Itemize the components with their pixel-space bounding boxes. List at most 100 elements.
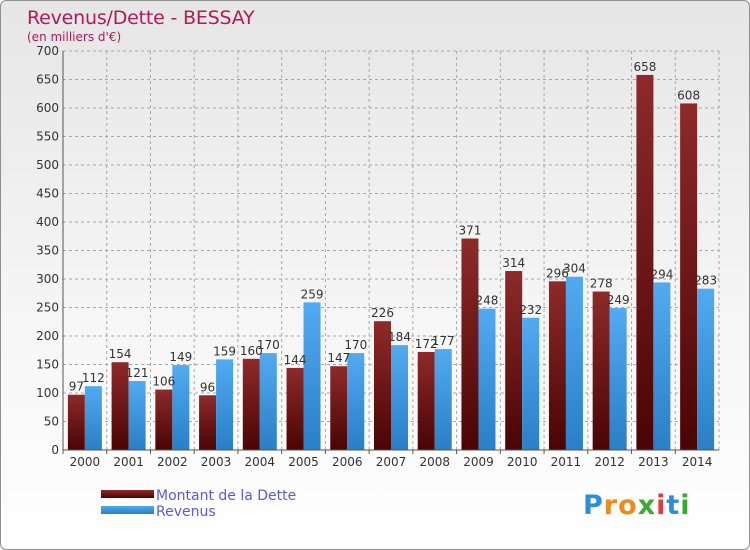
data-label-revenue-2008: 177 (432, 334, 455, 348)
x-tick-label: 2003 (201, 455, 232, 469)
data-label-revenue-2005: 259 (301, 287, 324, 301)
bar-revenue-2003 (216, 359, 234, 450)
bar-revenue-2014 (697, 288, 715, 450)
bar-revenue-2008 (434, 349, 452, 450)
data-label-debt-2004: 160 (240, 344, 263, 358)
bar-revenue-2006 (347, 353, 365, 450)
data-label-revenue-2002: 149 (169, 350, 192, 364)
data-label-revenue-2004: 170 (257, 338, 280, 352)
logo-letter: P (583, 490, 604, 521)
chart-title: Revenus/Dette - BESSAY (27, 7, 255, 29)
x-tick-label: 2002 (157, 455, 188, 469)
data-label-debt-2005: 144 (284, 353, 307, 367)
x-tick-label: 2006 (332, 455, 363, 469)
bar-revenue-2007 (391, 345, 408, 450)
bar-revenue-2000 (84, 386, 102, 450)
bar-revenue-2010 (522, 317, 540, 450)
data-label-revenue-2001: 121 (126, 366, 149, 380)
bar-debt-2013 (636, 74, 654, 450)
legend-label-debt: Montant de la Dette (156, 488, 297, 504)
data-label-debt-2000: 97 (69, 380, 84, 394)
data-label-debt-2013: 658 (633, 60, 656, 74)
data-label-revenue-2014: 283 (694, 274, 717, 288)
x-tick-label: 2007 (376, 455, 407, 469)
bar-revenue-2009 (478, 308, 496, 450)
y-tick-label: 0 (51, 443, 59, 457)
x-tick-label: 2009 (463, 455, 494, 469)
y-tick-label: 650 (36, 73, 59, 87)
data-label-revenue-2000: 112 (82, 371, 105, 385)
data-label-revenue-2011: 304 (563, 262, 586, 276)
bar-debt-2009 (461, 238, 479, 450)
y-tick-label: 500 (36, 158, 59, 172)
y-tick-label: 550 (36, 130, 59, 144)
y-tick-label: 250 (36, 301, 59, 315)
data-label-debt-2010: 314 (502, 256, 525, 270)
bar-debt-2014 (680, 103, 698, 450)
bar-revenue-2002 (172, 365, 190, 450)
data-label-revenue-2013: 294 (650, 267, 673, 281)
y-tick-label: 350 (36, 244, 59, 258)
logo-letter: t (666, 490, 681, 521)
data-label-debt-2009: 371 (459, 224, 482, 238)
legend-swatch-debt (101, 490, 154, 498)
bar-revenue-2001 (128, 381, 146, 450)
bar-revenue-2011 (565, 276, 583, 450)
data-label-debt-2008: 172 (415, 337, 438, 351)
data-label-debt-2001: 154 (109, 347, 132, 361)
y-tick-label: 50 (44, 415, 59, 429)
data-label-revenue-2010: 232 (519, 303, 542, 317)
x-tick-label: 2013 (638, 455, 669, 469)
y-tick-label: 300 (36, 272, 59, 286)
x-tick-label: 2010 (507, 455, 538, 469)
data-label-debt-2007: 226 (371, 306, 394, 320)
y-tick-label: 450 (36, 187, 59, 201)
bar-revenue-2012 (609, 308, 627, 450)
legend-swatch-revenue (101, 506, 154, 514)
bar-debt-2008 (417, 351, 435, 450)
bar-debt-2007 (374, 321, 391, 450)
x-tick-label: 2001 (113, 455, 144, 469)
x-tick-label: 2008 (419, 455, 450, 469)
x-tick-label: 2005 (288, 455, 319, 469)
bar-debt-2011 (548, 281, 566, 450)
x-tick-label: 2004 (245, 455, 276, 469)
data-label-revenue-2007: 184 (388, 330, 411, 344)
logo-letter: i (656, 490, 667, 521)
data-label-revenue-2006: 170 (344, 338, 367, 352)
x-tick-label: 2014 (682, 455, 713, 469)
chart-subtitle: (en milliers d'€) (27, 30, 122, 44)
data-label-revenue-2012: 249 (607, 293, 630, 307)
data-label-revenue-2009: 248 (476, 294, 499, 308)
data-label-debt-2003: 96 (200, 380, 215, 394)
bar-debt-2012 (592, 291, 610, 450)
bar-debt-2010 (505, 271, 523, 450)
x-tick-label: 2000 (70, 455, 101, 469)
bar-debt-2001 (111, 362, 129, 450)
bar-revenue-2005 (303, 302, 321, 450)
data-label-debt-2014: 608 (677, 88, 700, 102)
bar-debt-2002 (155, 389, 173, 450)
bar-debt-2006 (330, 366, 348, 450)
bar-debt-2004 (242, 358, 260, 450)
y-tick-label: 150 (36, 358, 59, 372)
data-label-debt-2002: 106 (152, 375, 175, 389)
logo-letter: r (603, 490, 619, 521)
y-tick-label: 600 (36, 101, 59, 115)
y-tick-label: 200 (36, 329, 59, 343)
y-tick-label: 400 (36, 215, 59, 229)
data-label-debt-2012: 278 (590, 277, 613, 291)
bar-revenue-2004 (259, 353, 277, 450)
y-tick-label: 100 (36, 386, 59, 400)
y-tick-label: 700 (36, 44, 59, 58)
x-tick-label: 2011 (551, 455, 582, 469)
bar-debt-2005 (286, 367, 304, 450)
bar-revenue-2013 (653, 282, 671, 450)
logo-letter: i (680, 490, 691, 521)
data-label-revenue-2003: 159 (213, 344, 236, 358)
data-label-debt-2011: 296 (546, 266, 569, 280)
legend-label-revenue: Revenus (156, 504, 216, 520)
logo-letter: o (618, 490, 638, 521)
x-tick-label: 2012 (594, 455, 625, 469)
